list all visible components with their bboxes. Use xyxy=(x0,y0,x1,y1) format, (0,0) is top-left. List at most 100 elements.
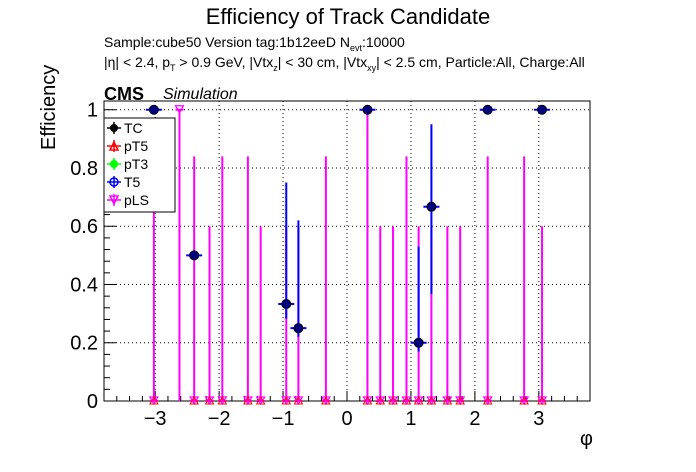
y-tick-label: 0.4 xyxy=(70,274,98,296)
simulation-label: Simulation xyxy=(163,86,238,103)
pls-point xyxy=(217,156,228,406)
chart-title: Efficiency of Track Candidate xyxy=(205,4,491,29)
pt5-marker xyxy=(537,395,547,405)
selection-cuts: |η| < 2.4, pT > 0.9 GeV, |Vtxz| < 30 cm,… xyxy=(104,54,585,73)
pt5-marker xyxy=(455,395,466,405)
tc-point xyxy=(145,104,162,115)
tc-point xyxy=(359,104,376,115)
pt5-marker xyxy=(217,395,228,405)
pt5-marker xyxy=(413,395,424,405)
tc-point xyxy=(278,182,295,319)
pt5-marker xyxy=(293,395,304,405)
pls-point xyxy=(401,156,412,406)
legend-marker-icon xyxy=(110,124,118,132)
legend-marker-icon xyxy=(108,195,120,206)
pls-point xyxy=(242,156,253,406)
pls-point xyxy=(255,226,266,406)
cuts-part-1: |η| < 2.4, p xyxy=(104,54,171,70)
legend-entry-pls: pLS xyxy=(107,192,149,208)
tc-marker xyxy=(293,323,304,334)
tc-marker xyxy=(413,337,424,348)
tc-marker xyxy=(426,201,437,212)
tc-point xyxy=(410,246,427,352)
pls-point xyxy=(519,156,530,406)
pt5-marker xyxy=(519,395,529,405)
pls-point xyxy=(442,226,453,406)
legend-label: TC xyxy=(124,120,143,136)
y-tick-label: 0.6 xyxy=(70,216,98,238)
legend: TC pT5 pT3 T5 pLS xyxy=(103,117,176,213)
legend-entry-pt3: pT3 xyxy=(107,156,148,172)
grid xyxy=(104,101,590,401)
pls-marker xyxy=(174,105,185,114)
pt5-marker xyxy=(401,395,412,405)
pt5-marker xyxy=(426,395,437,405)
cuts-part-3: | < 30 cm, |Vtx xyxy=(277,54,368,70)
legend-label: pT5 xyxy=(124,138,148,154)
pt5-marker xyxy=(482,395,493,405)
y-tick-label: 0.8 xyxy=(70,158,98,180)
cuts-sub-1: T xyxy=(170,62,176,73)
sample-info: Sample:cube50 Version tag:1b12eeD Nevt:1… xyxy=(104,34,405,53)
pls-point xyxy=(482,156,493,406)
data-points xyxy=(145,104,551,406)
pt5-marker xyxy=(321,395,331,405)
pls-point xyxy=(174,105,185,401)
legend-label: pLS xyxy=(124,192,149,208)
cuts-sub-2: z xyxy=(273,62,278,73)
cuts-part-4: | < 2.5 cm, Particle:All, Charge:All xyxy=(376,54,585,70)
cms-label: CMS xyxy=(104,84,144,104)
x-tick-label: −1 xyxy=(272,408,295,430)
legend-label: pT3 xyxy=(124,156,148,172)
pt5-marker xyxy=(149,395,159,405)
tc-point xyxy=(290,220,307,337)
pls-point xyxy=(537,226,548,406)
pt5-marker xyxy=(189,395,200,405)
tc-marker xyxy=(148,104,159,115)
x-tick-label: 1 xyxy=(405,408,416,430)
x-tick-label: 0 xyxy=(341,408,352,430)
sample-info-text: Sample:cube50 Version tag:1b12eeD N xyxy=(104,34,350,50)
legend-marker-icon xyxy=(110,160,118,168)
y-tick-label: 1 xyxy=(87,100,98,122)
axis-ticks: −3 −2 −1 0 1 2 3 0 0.2 0.4 0.6 0.8 1 xyxy=(70,100,591,430)
tc-point xyxy=(479,104,496,115)
pt5-marker xyxy=(388,395,398,405)
legend-label: T5 xyxy=(124,174,141,190)
cuts-part-2: > 0.9 GeV, |Vtx xyxy=(175,54,274,70)
pt5-marker xyxy=(243,395,253,405)
pls-point xyxy=(320,156,331,406)
legend-marker-icon xyxy=(108,140,120,151)
y-tick-label: 0.2 xyxy=(70,333,98,355)
tc-point xyxy=(534,104,551,115)
tc-marker xyxy=(281,299,292,310)
pt5-marker xyxy=(362,395,373,405)
cuts-sub-3: xy xyxy=(367,62,377,73)
tc-point xyxy=(186,250,203,261)
tc-marker xyxy=(537,104,548,115)
sample-info-subscript: evt xyxy=(349,42,362,53)
pls-point xyxy=(362,109,373,406)
tc-point xyxy=(423,124,440,295)
legend-marker-icon xyxy=(109,177,119,187)
pt5-marker xyxy=(204,395,215,405)
pls-point xyxy=(189,156,200,406)
pt5-marker xyxy=(375,395,386,405)
pt5-marker xyxy=(442,395,453,405)
y-tick-label: 0 xyxy=(87,391,98,413)
pls-point xyxy=(455,226,466,406)
pls-point xyxy=(375,226,386,406)
legend-entry-pt5: pT5 xyxy=(107,138,148,154)
pls-point xyxy=(204,226,215,406)
x-axis-label: φ xyxy=(580,428,593,450)
sample-info-count: :10000 xyxy=(361,34,405,50)
x-tick-label: −2 xyxy=(208,408,231,430)
x-tick-label: 3 xyxy=(533,408,544,430)
tc-marker xyxy=(189,250,200,261)
legend-entry-t5: T5 xyxy=(107,174,141,190)
x-tick-label: 2 xyxy=(469,408,480,430)
pt5-marker xyxy=(255,395,266,405)
tc-marker xyxy=(482,104,493,115)
tc-marker xyxy=(362,104,373,115)
